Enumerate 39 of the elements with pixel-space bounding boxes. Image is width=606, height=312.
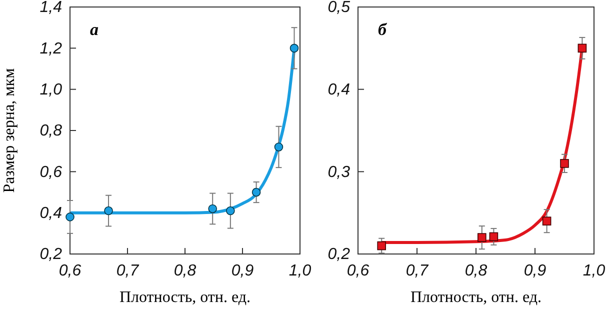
y-tick-label: 1,2: [40, 40, 62, 58]
annotation: б: [378, 20, 388, 39]
point: [208, 204, 217, 214]
point: [478, 233, 486, 242]
x-tick-label: 0,7: [116, 262, 140, 280]
x-tick-label: 0,7: [406, 262, 430, 280]
x-tick-label: 0,8: [464, 262, 488, 280]
y-tick-label: 0,8: [40, 122, 62, 140]
point: [104, 206, 113, 216]
y-axis-title: Размер зерна, мкм: [1, 68, 18, 193]
annotation: а: [90, 20, 99, 39]
x-tick-label: 1,0: [288, 262, 312, 280]
x-tick-label: 0,9: [524, 262, 546, 280]
point: [560, 159, 569, 168]
y-tick-label: 0,3: [328, 164, 350, 181]
point: [252, 188, 261, 197]
y-tick-label: 0,4: [40, 204, 62, 222]
x-axis-title: Плотность, отн. ед.: [410, 289, 542, 306]
point: [66, 212, 74, 222]
y-tick-label: 0,5: [328, 0, 350, 16]
x-tick-label: 0,6: [58, 262, 82, 280]
y-tick-label: 1,4: [40, 0, 62, 16]
point: [489, 232, 498, 242]
point: [274, 142, 284, 152]
x-tick-label: 0,8: [174, 262, 196, 280]
y-tick-label: 0,2: [40, 246, 62, 264]
y-tick-label: 0,4: [328, 81, 350, 98]
x-tick-label: 0,6: [346, 262, 370, 280]
point: [377, 241, 386, 250]
y-tick-label: 1,0: [40, 81, 62, 98]
point: [226, 206, 235, 216]
x-tick-label: 0,9: [231, 262, 254, 280]
point: [578, 44, 587, 53]
point: [290, 44, 299, 53]
y-tick-label: 0,2: [328, 246, 350, 264]
x-axis-title: Плотность, отн. ед.: [119, 289, 251, 306]
point: [542, 216, 552, 226]
x-tick-label: 1,0: [582, 262, 606, 280]
y-tick-label: 0,6: [40, 164, 62, 181]
